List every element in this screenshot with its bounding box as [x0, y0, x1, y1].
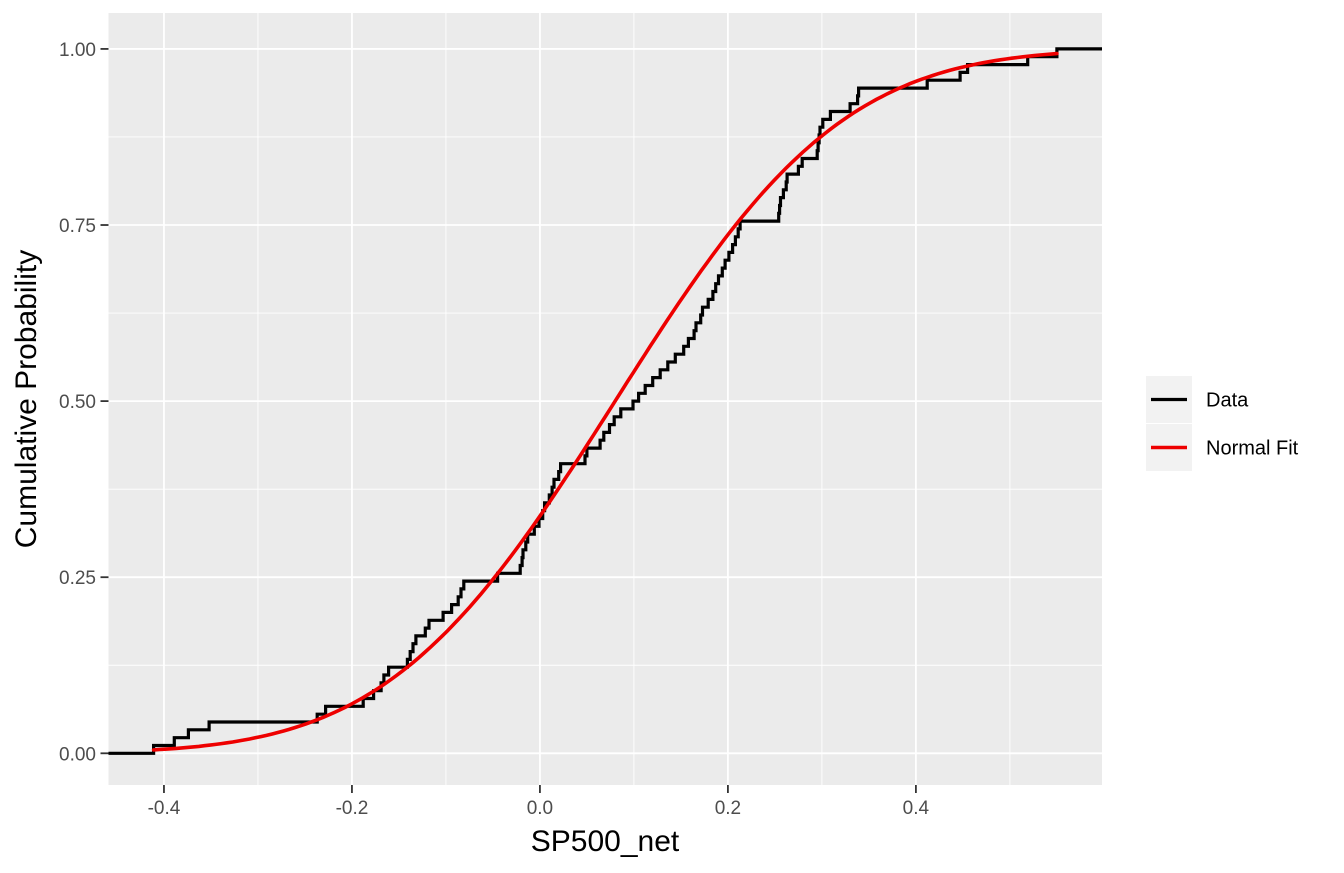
y-tick-label: 0.75	[59, 216, 96, 237]
y-tick-label: 1.00	[59, 40, 96, 61]
x-tick-label: 0.2	[715, 798, 741, 819]
legend-label-data: Data	[1206, 390, 1249, 412]
plot-panel	[108, 13, 1102, 785]
ecdf-step-line	[108, 47, 1102, 755]
x-tick-label: -0.4	[148, 798, 181, 819]
normal-fit-curve	[151, 51, 1059, 752]
y-tick-label: 0.50	[59, 392, 96, 413]
x-tick-label: -0.2	[336, 798, 369, 819]
x-tick-label: 0.0	[527, 798, 553, 819]
x-tick-label: 0.4	[903, 798, 930, 819]
axis-tick-marks	[100, 48, 917, 793]
y-tick-label: 0.25	[59, 568, 96, 589]
y-tick-label: 0.00	[59, 744, 96, 765]
legend: Data Normal Fit	[1146, 376, 1299, 471]
axis-tick-labels: -0.4 -0.2 0.0 0.2 0.4 0.00 0.25 0.50 0.75 1.00	[59, 40, 930, 819]
x-axis-title: SP500_net	[531, 825, 680, 858]
series-group	[108, 47, 1102, 755]
legend-label-normal-fit: Normal Fit	[1206, 438, 1299, 460]
y-axis-title: Cumulative Probability	[10, 250, 43, 548]
gridlines-major	[108, 13, 1102, 785]
gridlines-minor	[108, 13, 1102, 785]
